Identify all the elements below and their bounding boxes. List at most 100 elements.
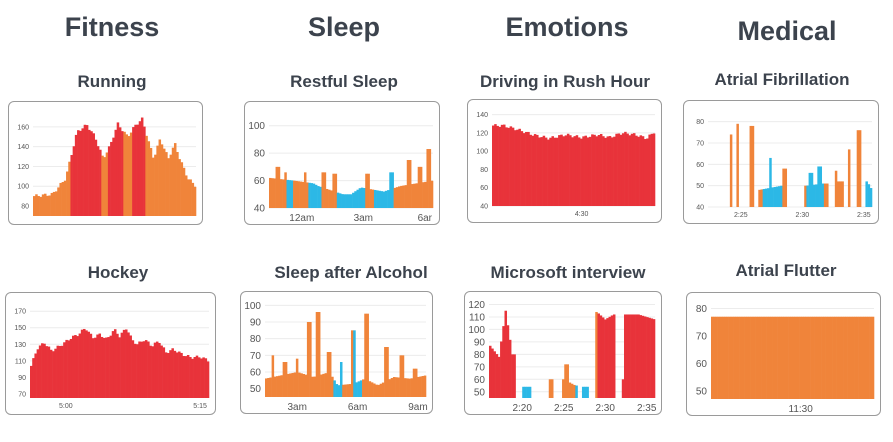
- bar: [127, 136, 131, 216]
- bar: [856, 316, 859, 399]
- bar: [402, 185, 405, 208]
- bar: [860, 316, 864, 399]
- y-tick-label: 120: [17, 164, 29, 171]
- bar: [814, 316, 818, 399]
- bar: [744, 316, 747, 399]
- bar: [500, 124, 504, 206]
- y-tick-label: 80: [474, 350, 486, 361]
- bar: [542, 135, 546, 206]
- bar: [643, 316, 647, 398]
- y-tick-label: 90: [250, 318, 262, 329]
- bar: [288, 180, 292, 208]
- bar: [504, 310, 508, 398]
- bar: [308, 182, 311, 208]
- bar: [401, 355, 405, 397]
- bar: [858, 130, 862, 207]
- bar: [78, 333, 82, 398]
- bar: [276, 376, 279, 397]
- bar: [779, 316, 782, 399]
- bar: [85, 330, 88, 398]
- bar: [812, 316, 815, 399]
- y-tick-label: 140: [476, 112, 488, 119]
- bar: [314, 184, 318, 208]
- bar: [511, 127, 515, 206]
- bar: [588, 136, 592, 206]
- bar: [338, 193, 342, 208]
- bar: [58, 345, 62, 398]
- bar: [184, 175, 188, 216]
- bar: [410, 378, 414, 397]
- bar: [81, 128, 84, 216]
- bar: [357, 381, 361, 397]
- bar: [144, 340, 148, 398]
- bar: [550, 379, 554, 398]
- bar: [796, 316, 800, 399]
- bar: [547, 139, 550, 206]
- bar: [522, 133, 526, 206]
- bar: [739, 316, 743, 399]
- bar: [89, 333, 93, 398]
- bar: [171, 348, 174, 398]
- bar: [160, 345, 163, 398]
- bar: [289, 373, 292, 397]
- bar: [298, 372, 301, 397]
- bar: [37, 196, 40, 216]
- bar: [127, 332, 130, 398]
- bar: [823, 316, 826, 399]
- bar: [869, 188, 873, 207]
- bar: [741, 316, 745, 399]
- bar: [378, 190, 381, 208]
- bar: [531, 135, 535, 206]
- bar: [271, 355, 275, 397]
- bar: [352, 192, 355, 208]
- bar: [269, 377, 272, 397]
- bar: [804, 185, 807, 207]
- bar: [379, 383, 383, 397]
- bar: [136, 344, 139, 398]
- bar: [424, 181, 427, 208]
- bar: [116, 333, 119, 398]
- bar: [284, 172, 287, 208]
- y-tick-label: 150: [14, 325, 26, 332]
- bar: [717, 316, 721, 399]
- chart-panel-restful-sleep: 40 60 80 100 12am 3am 6ar: [244, 101, 440, 225]
- bar: [306, 322, 310, 397]
- bar: [395, 377, 398, 397]
- bar: [810, 316, 813, 399]
- bar: [766, 316, 769, 399]
- bar: [785, 316, 789, 399]
- bar: [393, 187, 397, 208]
- bar: [553, 137, 557, 206]
- bar: [356, 189, 359, 208]
- bar: [83, 328, 86, 398]
- bar: [330, 190, 333, 208]
- bar: [641, 315, 645, 398]
- bar: [724, 316, 727, 399]
- bar: [635, 314, 638, 398]
- bar: [821, 316, 824, 399]
- y-tick-label: 50: [250, 384, 262, 395]
- bar: [637, 136, 640, 206]
- x-tick-label: 3am: [287, 402, 306, 413]
- bar: [145, 135, 148, 216]
- bar: [336, 192, 340, 208]
- x-tick-label: 2:35: [857, 212, 871, 219]
- bar: [323, 172, 327, 208]
- bar: [151, 346, 155, 398]
- bar: [80, 329, 84, 398]
- bar: [522, 386, 525, 398]
- bar: [326, 352, 330, 397]
- bar: [85, 125, 89, 216]
- bar: [343, 194, 346, 208]
- bar: [566, 133, 570, 206]
- bar: [794, 316, 798, 399]
- bar: [140, 117, 144, 216]
- y-tick-label: 120: [468, 300, 485, 311]
- bar: [758, 189, 761, 207]
- bar: [56, 345, 60, 398]
- bar: [63, 342, 66, 398]
- bar: [637, 314, 640, 398]
- bar: [639, 315, 643, 398]
- bar: [527, 131, 530, 206]
- bar: [48, 195, 51, 216]
